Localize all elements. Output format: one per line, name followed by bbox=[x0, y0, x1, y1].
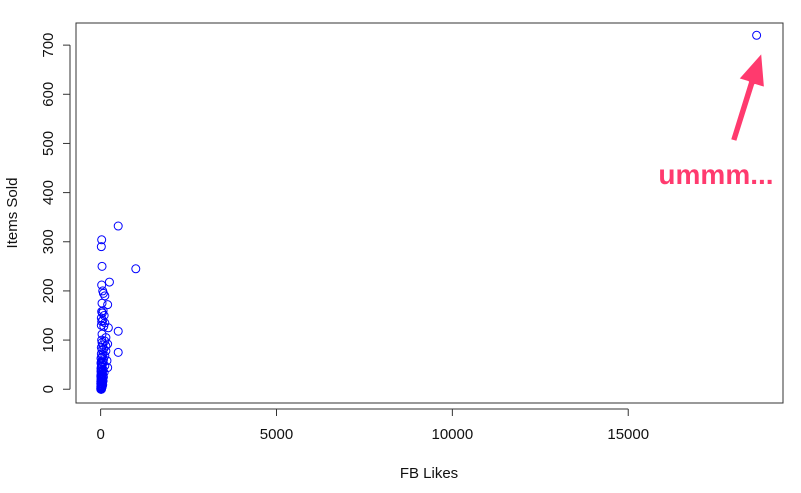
y-tick-label: 700 bbox=[40, 33, 57, 58]
annotation-text-outline: ummm... bbox=[658, 159, 773, 190]
y-tick-label: 0 bbox=[40, 385, 57, 393]
y-tick-label: 300 bbox=[40, 229, 57, 254]
data-point bbox=[96, 242, 106, 252]
x-tick-label: 15000 bbox=[607, 426, 649, 443]
annotation-arrow-icon bbox=[729, 51, 766, 143]
data-point bbox=[113, 326, 123, 336]
data-point bbox=[113, 347, 123, 357]
data-point bbox=[752, 30, 762, 40]
y-tick-label: 500 bbox=[40, 131, 57, 156]
data-point bbox=[104, 277, 114, 287]
data-point bbox=[103, 323, 113, 333]
data-point bbox=[113, 221, 123, 231]
y-tick-label: 400 bbox=[40, 180, 57, 205]
data-point bbox=[103, 300, 113, 310]
data-point bbox=[98, 315, 108, 325]
y-axis: 0 100 200 300 400 500 600 700 bbox=[40, 33, 71, 393]
data-point bbox=[97, 261, 107, 271]
data-point bbox=[99, 344, 109, 354]
x-tick-label: 5000 bbox=[260, 426, 293, 443]
plot-area-frame bbox=[75, 22, 784, 404]
data-point bbox=[97, 280, 107, 290]
y-tick-label: 200 bbox=[40, 278, 57, 303]
x-axis-label: FB Likes bbox=[400, 465, 458, 482]
data-point bbox=[99, 310, 109, 320]
data-point bbox=[131, 264, 141, 274]
annotation-group: ummm... ummm... bbox=[655, 51, 777, 193]
x-axis: 0 5000 10000 15000 bbox=[96, 408, 649, 443]
x-tick-label: 10000 bbox=[432, 426, 474, 443]
y-tick-label: 100 bbox=[40, 328, 57, 353]
x-tick-label: 0 bbox=[96, 426, 104, 443]
data-points bbox=[96, 30, 762, 394]
annotation-text: ummm... bbox=[658, 159, 773, 190]
y-axis-label: Items Sold bbox=[4, 178, 21, 249]
y-tick-label: 600 bbox=[40, 82, 57, 107]
data-point bbox=[98, 288, 108, 298]
data-point bbox=[96, 384, 106, 394]
data-point bbox=[97, 235, 107, 245]
